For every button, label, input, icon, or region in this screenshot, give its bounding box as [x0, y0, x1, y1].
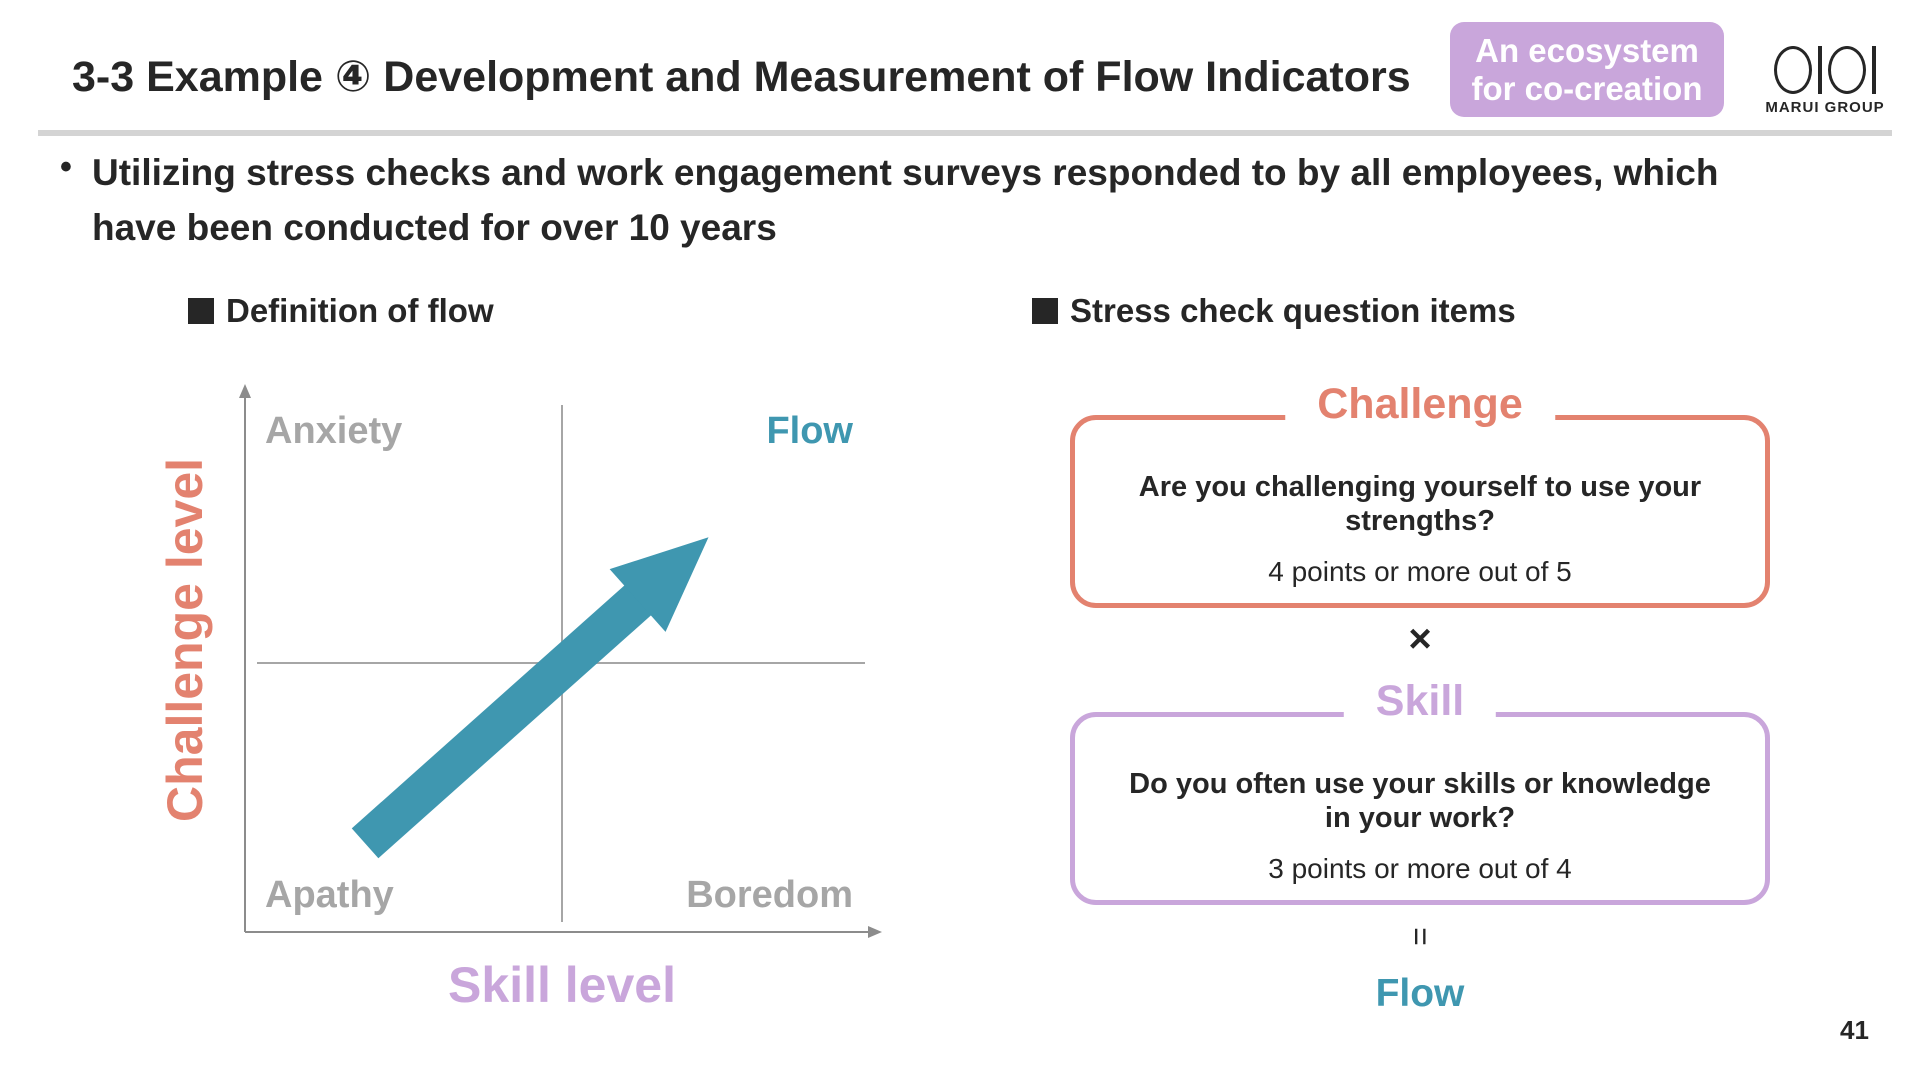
- square-bullet-icon: [1032, 298, 1058, 324]
- definition-heading-text: Definition of flow: [226, 292, 494, 329]
- y-axis-arrow-icon: [239, 384, 251, 398]
- x-axis-arrow-icon: [868, 926, 882, 938]
- header-divider: [38, 130, 1892, 136]
- challenge-criterion: 4 points or more out of 5: [1268, 556, 1572, 587]
- challenge-title: Challenge: [1285, 380, 1555, 429]
- definition-heading: Definition of flow: [188, 292, 494, 330]
- flow-arrow-icon: [351, 537, 709, 859]
- badge-line-1: An ecosystem: [1475, 31, 1699, 69]
- x-axis-label: Skill level: [448, 957, 676, 1013]
- ecosystem-badge: An ecosystem for co-creation: [1450, 22, 1724, 117]
- skill-box: Skill Do you often use your skills or kn…: [1070, 677, 1770, 905]
- challenge-box: Challenge Are you challenging yourself t…: [1070, 380, 1770, 608]
- quadrant-apathy: Apathy: [265, 874, 394, 916]
- skill-title: Skill: [1343, 677, 1497, 726]
- bullet-text: Utilizing stress checks and work engagem…: [92, 152, 1719, 248]
- times-symbol: ×: [1408, 617, 1432, 661]
- logo-o-shape: [1774, 45, 1812, 94]
- square-bullet-icon: [188, 298, 214, 324]
- equals-symbol: =: [1402, 927, 1439, 946]
- bullet-dot: •: [60, 148, 72, 186]
- quadrant-flow: Flow: [766, 410, 853, 452]
- skill-criterion: 3 points or more out of 4: [1268, 853, 1572, 884]
- y-axis-label: Challenge level: [157, 458, 213, 822]
- logo-i-shape: [1818, 45, 1822, 94]
- quadrant-boredom: Boredom: [686, 874, 853, 916]
- stress-check-heading-text: Stress check question items: [1070, 292, 1516, 329]
- stress-check-heading: Stress check question items: [1032, 292, 1516, 330]
- logo-i-shape: [1872, 45, 1876, 94]
- page-number: 41: [1840, 1015, 1869, 1045]
- flow-result: Flow: [1375, 972, 1465, 1015]
- flow-quadrant-diagram: Anxiety Flow Apathy Boredom Challenge le…: [157, 384, 882, 1013]
- slide-title: 3-3 Example ④ Development and Measuremen…: [72, 53, 1411, 101]
- challenge-question: Are you challenging yourself to use your…: [1138, 471, 1702, 537]
- marui-group-logo: MARUI GROUP: [1760, 42, 1890, 116]
- logo-o-shape: [1828, 45, 1866, 94]
- logo-text: MARUI GROUP: [1765, 99, 1885, 116]
- badge-line-2: for co-creation: [1471, 69, 1703, 107]
- quadrant-anxiety: Anxiety: [265, 410, 402, 452]
- skill-question: Do you often use your skills or knowledg…: [1129, 768, 1711, 834]
- oioi-logo-mark: [1760, 42, 1890, 97]
